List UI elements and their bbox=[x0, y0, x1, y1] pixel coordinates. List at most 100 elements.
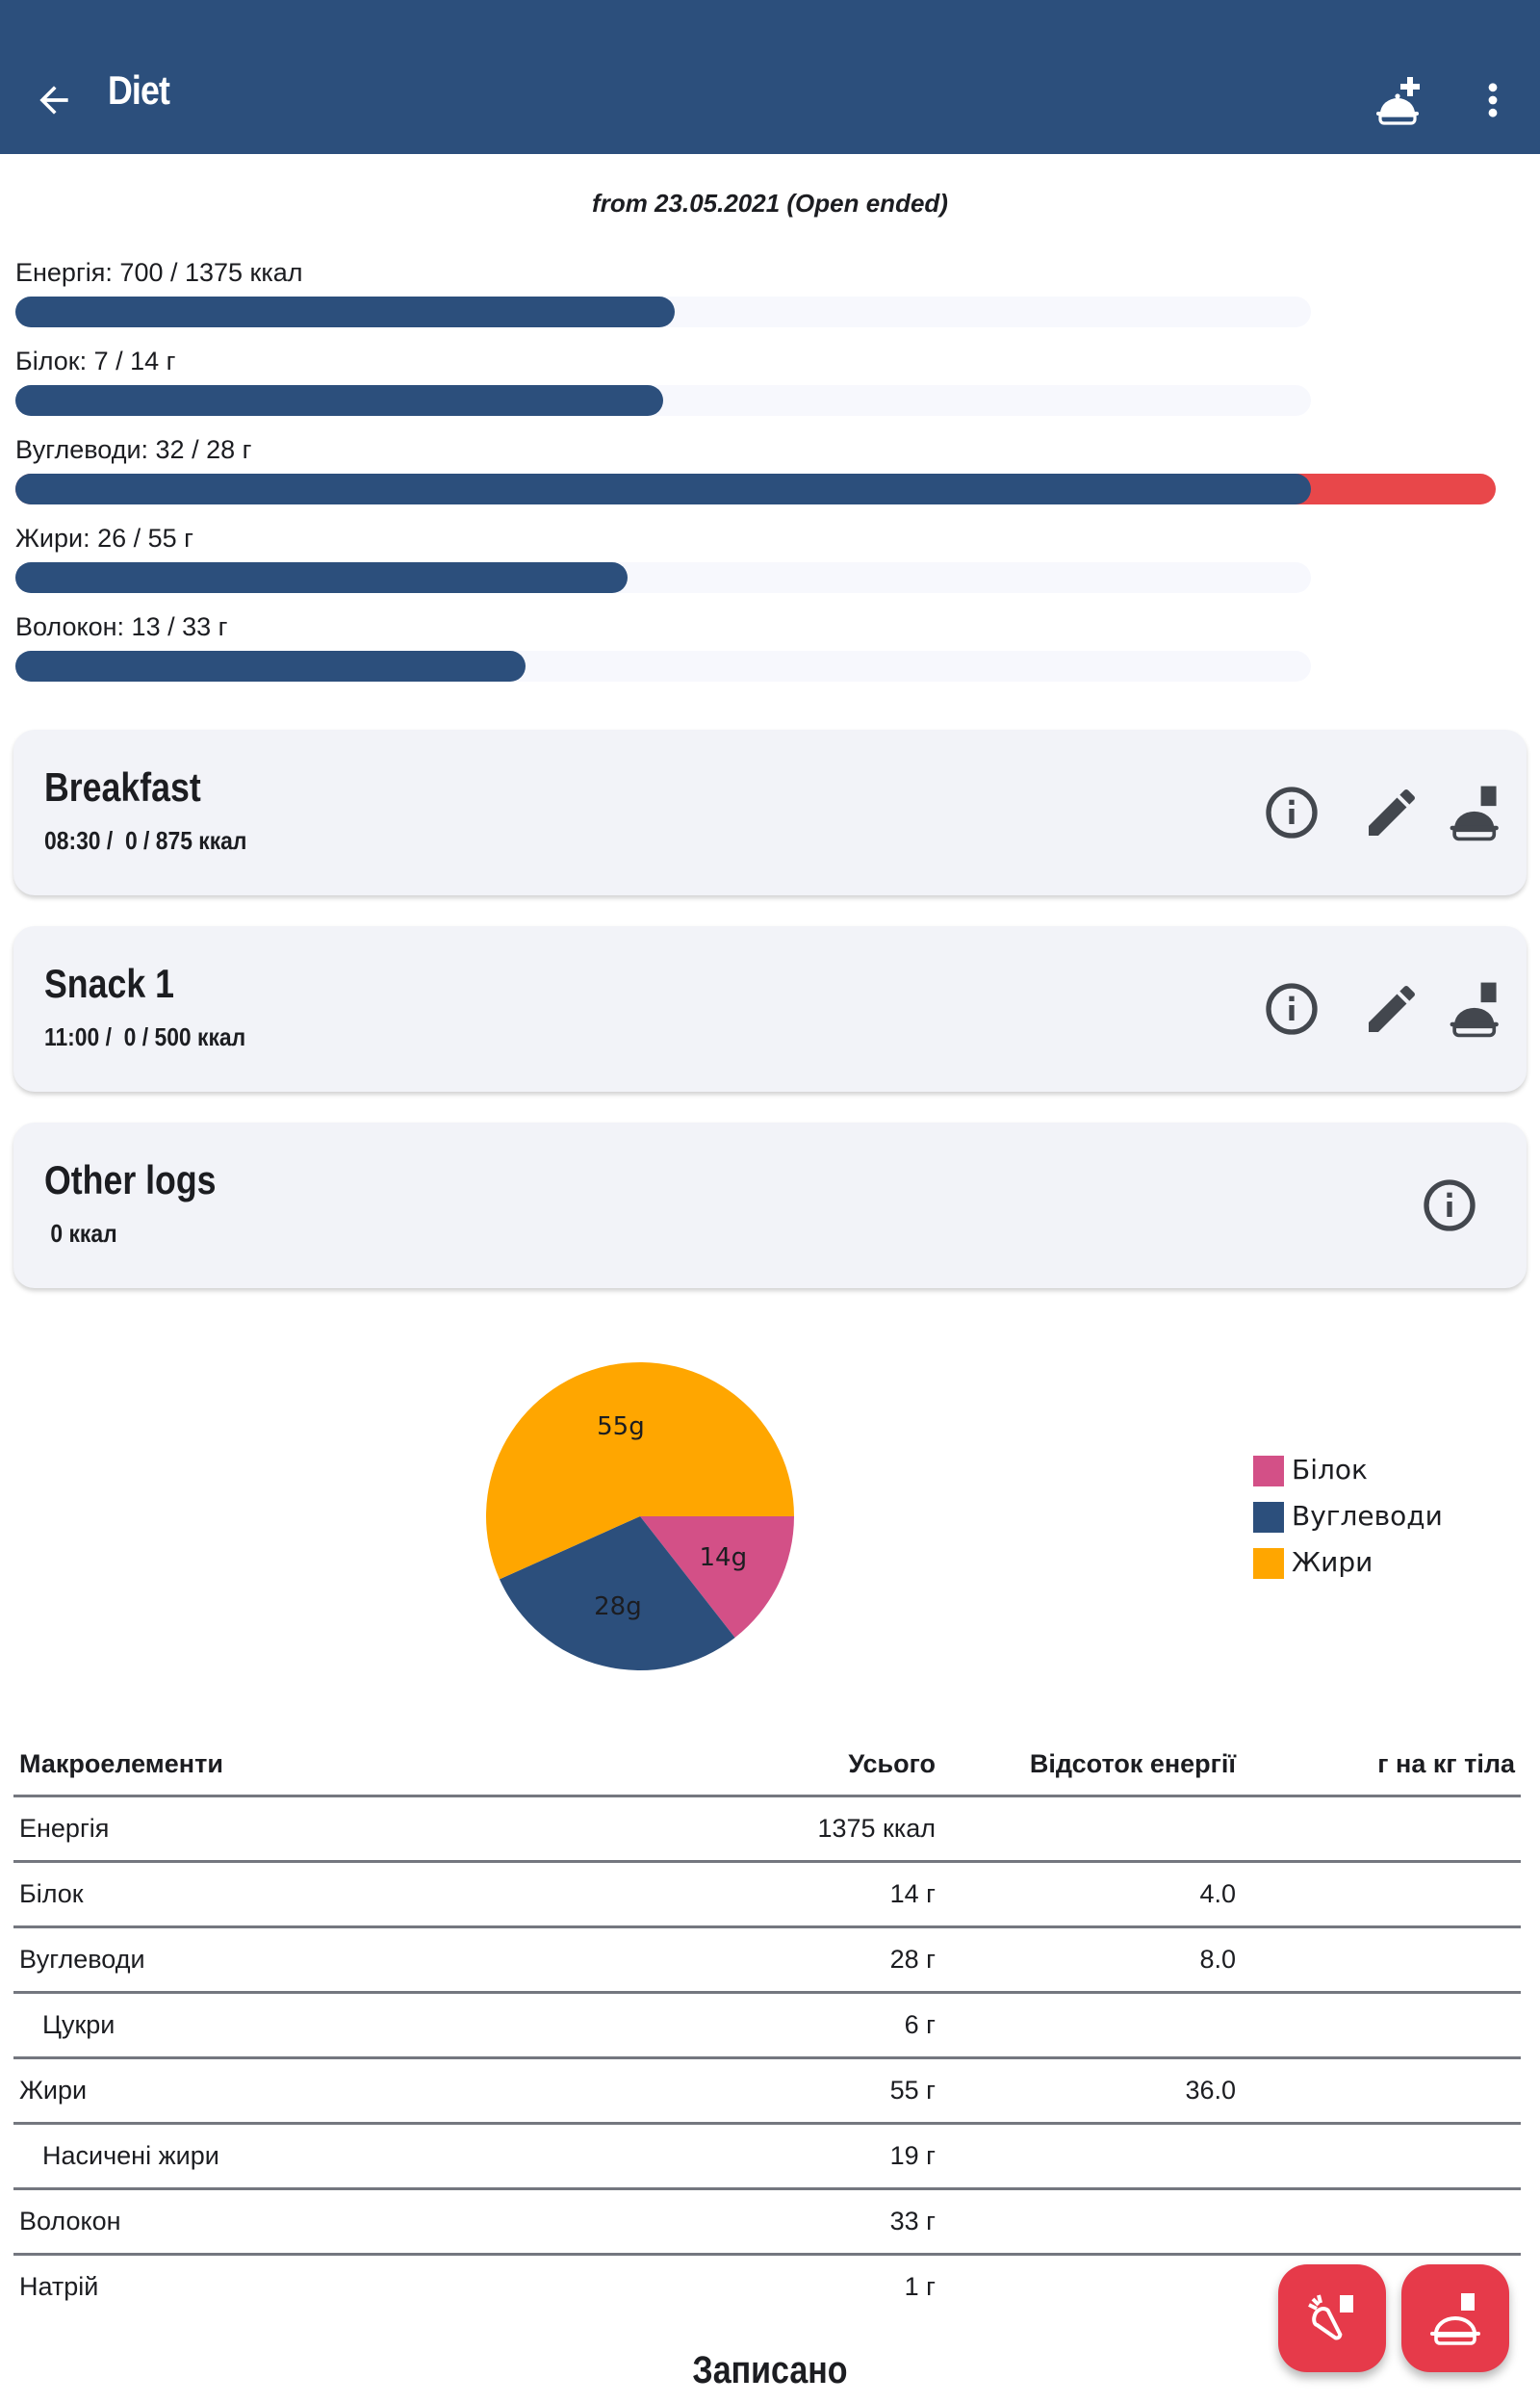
cell-per-kg bbox=[1242, 1992, 1521, 2059]
cell-total: 6 г bbox=[603, 1992, 941, 2059]
date-range: from 23.05.2021 (Open ended) bbox=[592, 189, 948, 218]
legend-swatch bbox=[1253, 1548, 1284, 1579]
progress-label: Білок: 7 / 14 г bbox=[15, 347, 176, 375]
col-header-per-kg: г на кг тіла bbox=[1242, 1733, 1521, 1797]
table-row: Цукри 6 г bbox=[13, 1992, 1521, 2059]
cell-name: Насичені жири bbox=[13, 2123, 603, 2190]
progress-label: Волокон: 13 / 33 г bbox=[15, 612, 228, 641]
pie-data-label: 14g bbox=[700, 1543, 748, 1572]
table-row: Вуглеводи 28 г 8.0 bbox=[13, 1926, 1521, 1994]
log-meal-icon bbox=[1430, 2293, 1480, 2345]
page-title: Diet bbox=[108, 67, 170, 113]
info-icon[interactable] bbox=[1261, 978, 1322, 1040]
cloche-plus-icon bbox=[1376, 77, 1420, 125]
cell-name: Білок bbox=[13, 1861, 603, 1928]
progress-track bbox=[15, 651, 1311, 682]
cell-pct: 4.0 bbox=[941, 1861, 1242, 1928]
pie-slice-1 bbox=[499, 1516, 735, 1670]
cell-total: 1 г bbox=[904, 2272, 936, 2301]
cell-total: 19 г bbox=[603, 2123, 941, 2190]
log-meal-button[interactable] bbox=[1401, 2264, 1509, 2372]
cell-per-kg bbox=[1242, 1926, 1521, 1994]
cell-per-kg bbox=[1242, 2057, 1521, 2125]
cell-total: 1375 ккал bbox=[603, 1796, 941, 1863]
cell-pct bbox=[941, 2123, 1242, 2190]
progress-fat: Жири: 26 / 55 г bbox=[15, 524, 1525, 612]
progress-label: Вуглеводи: 32 / 28 г bbox=[15, 435, 252, 464]
table-header-row: Макроелементи Усього Відсоток енергії г … bbox=[13, 1733, 1521, 1797]
cell-total: 28 г bbox=[603, 1926, 941, 1994]
table-row: Жири 55 г 36.0 bbox=[13, 2057, 1521, 2125]
progress-fill bbox=[15, 651, 526, 682]
meal-subtitle: 11:00 / 0 / 500 ккал bbox=[44, 1022, 246, 1051]
log-meal-icon[interactable] bbox=[1446, 782, 1507, 843]
col-header-total: Усього bbox=[603, 1733, 941, 1797]
progress-label: Енергія: 700 / 1375 ккал bbox=[15, 258, 303, 287]
col-header-energy-pct: Відсоток енергії bbox=[941, 1733, 1242, 1797]
info-icon[interactable] bbox=[1419, 1175, 1480, 1236]
pie-slice-0 bbox=[640, 1516, 794, 1639]
progress-fill bbox=[15, 297, 676, 327]
table-row: Волокон 33 г bbox=[13, 2188, 1521, 2256]
macro-pie-chart: 14g 28g 55g bbox=[486, 1362, 794, 1670]
cell-pct bbox=[941, 1796, 1242, 1863]
edit-icon[interactable] bbox=[1361, 782, 1423, 843]
cell-name: Енергія bbox=[13, 1796, 603, 1863]
progress-energy: Енергія: 700 / 1375 ккал bbox=[15, 258, 1525, 347]
progress-track bbox=[15, 474, 1497, 504]
meal-name: Other logs bbox=[44, 1157, 217, 1202]
add-meal-button[interactable] bbox=[1373, 73, 1426, 127]
col-header-macros: Макроелементи bbox=[13, 1733, 603, 1797]
meal-name: Breakfast bbox=[44, 764, 201, 810]
arrow-back-icon[interactable] bbox=[33, 79, 75, 121]
progress-protein: Білок: 7 / 14 г bbox=[15, 347, 1525, 435]
legend-swatch bbox=[1253, 1502, 1284, 1533]
macros-table: Макроелементи Усього Відсоток енергії г … bbox=[13, 1733, 1521, 2318]
cell-pct bbox=[941, 1992, 1242, 2059]
meal-card-breakfast[interactable]: Breakfast 08:30 / 0 / 875 ккал bbox=[13, 730, 1527, 895]
cell-name: Цукри bbox=[13, 1992, 603, 2059]
table-row: Енергія 1375 ккал bbox=[13, 1796, 1521, 1863]
cell-name: Натрій bbox=[19, 2272, 99, 2301]
cell-name: Волокон bbox=[13, 2188, 603, 2256]
meal-subtitle: 0 ккал bbox=[44, 1219, 117, 1248]
cell-per-kg bbox=[1242, 1796, 1521, 1863]
progress-fiber: Волокон: 13 / 33 г bbox=[15, 612, 1525, 701]
progress-fill bbox=[15, 385, 663, 416]
pie-data-label: 28g bbox=[594, 1592, 642, 1621]
more-vert-icon[interactable] bbox=[1478, 79, 1507, 121]
cell-pct: 36.0 bbox=[941, 2057, 1242, 2125]
meal-subtitle: 08:30 / 0 / 875 ккал bbox=[44, 826, 247, 855]
log-ingredient-icon bbox=[1308, 2294, 1353, 2340]
cell-pct bbox=[941, 2188, 1242, 2256]
legend-label: Жири bbox=[1292, 1546, 1373, 1578]
legend-label: Вуглеводи bbox=[1292, 1500, 1443, 1532]
cell-total: 33 г bbox=[603, 2188, 941, 2256]
cell-name: Жири bbox=[13, 2057, 603, 2125]
info-icon[interactable] bbox=[1261, 782, 1322, 843]
app-bar: Diet bbox=[0, 0, 1540, 154]
cell-name: Вуглеводи bbox=[13, 1926, 603, 1994]
logged-section-title: Записано bbox=[692, 2349, 848, 2391]
meal-card-snack-1[interactable]: Snack 1 11:00 / 0 / 500 ккал bbox=[13, 926, 1527, 1092]
edit-icon[interactable] bbox=[1361, 978, 1423, 1040]
legend-swatch bbox=[1253, 1456, 1284, 1486]
cell-total: 14 г bbox=[603, 1861, 941, 1928]
meal-card-other-logs[interactable]: Other logs 0 ккал bbox=[13, 1123, 1527, 1288]
table-row: Білок 14 г 4.0 bbox=[13, 1861, 1521, 1928]
pie-data-label: 55g bbox=[597, 1412, 645, 1441]
progress-track bbox=[15, 297, 1311, 327]
cell-per-kg bbox=[1242, 1861, 1521, 1928]
legend-label: Білок bbox=[1292, 1454, 1368, 1486]
cell-total: 55 г bbox=[603, 2057, 941, 2125]
progress-carbs: Вуглеводи: 32 / 28 г bbox=[15, 435, 1525, 524]
progress-track bbox=[15, 385, 1311, 416]
cell-per-kg bbox=[1242, 2188, 1521, 2256]
log-meal-icon[interactable] bbox=[1446, 978, 1507, 1040]
table-row: Насичені жири 19 г bbox=[13, 2123, 1521, 2190]
progress-fill bbox=[15, 474, 1311, 504]
log-ingredient-button[interactable] bbox=[1278, 2264, 1386, 2372]
table-row: Натрій 1 г bbox=[13, 2255, 1521, 2319]
cell-pct bbox=[941, 2255, 1242, 2319]
progress-label: Жири: 26 / 55 г bbox=[15, 524, 194, 553]
